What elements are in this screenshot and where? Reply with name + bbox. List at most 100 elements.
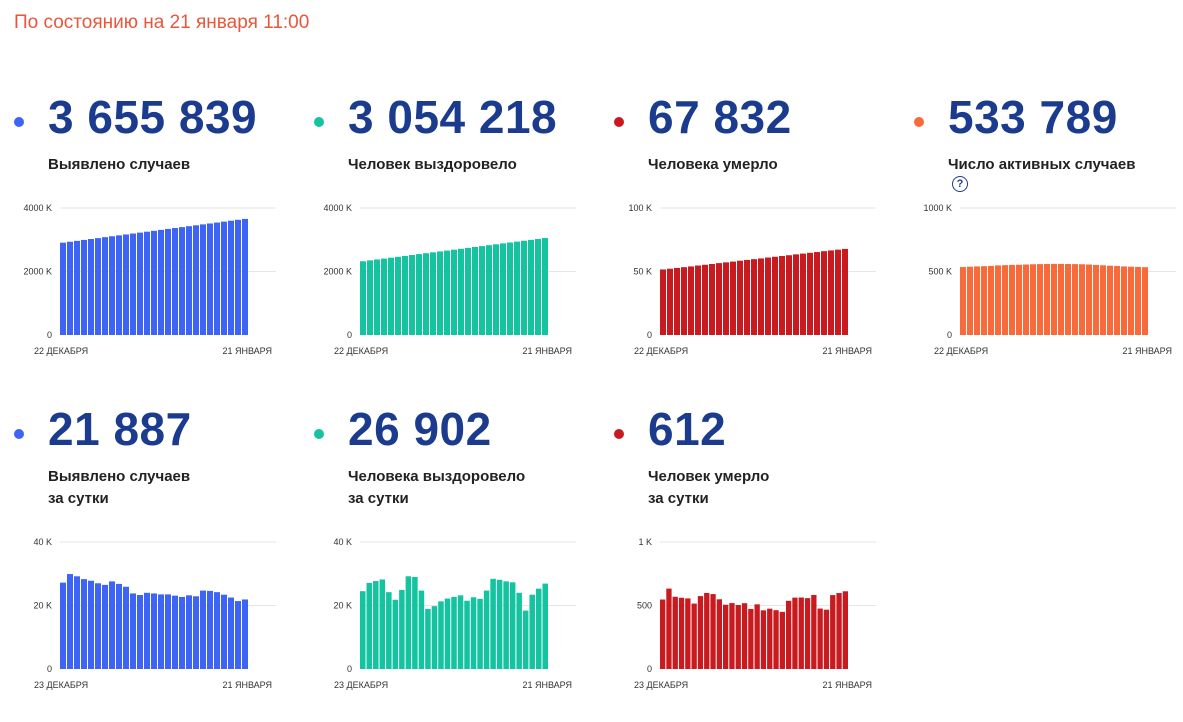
x-label-end: 21 ЯНВАРЯ — [1122, 346, 1172, 356]
bar — [974, 266, 980, 335]
x-label-start: 22 ДЕКАБРЯ — [34, 346, 88, 356]
bar — [242, 599, 248, 669]
stat-label: Человека умерло — [648, 156, 778, 173]
bar — [60, 582, 66, 669]
bar — [109, 581, 115, 669]
x-label-start: 22 ДЕКАБРЯ — [634, 346, 688, 356]
bar — [81, 579, 87, 669]
bar — [767, 608, 773, 669]
bar — [1135, 266, 1141, 335]
bar — [529, 594, 535, 669]
bar — [88, 580, 94, 669]
bar — [130, 233, 136, 335]
stat-card-deaths: 67 832 Человека умерло 100 K 50 K 0 22 ДЕКА… — [614, 90, 894, 410]
legend-dot — [314, 117, 324, 127]
bar — [137, 232, 143, 335]
bar — [95, 583, 101, 669]
bar — [842, 591, 848, 669]
bar — [438, 601, 444, 669]
bar — [74, 576, 80, 669]
bar — [688, 266, 694, 335]
bar — [144, 592, 150, 669]
bar — [773, 610, 779, 669]
stat-card-recovered: 3 054 218 Человек выздоровело 4000 K 2000… — [314, 90, 594, 410]
bar — [430, 252, 436, 335]
bar — [137, 595, 143, 669]
bar — [431, 606, 438, 669]
bar — [221, 221, 227, 335]
y-tick-label: 4000 K — [323, 203, 352, 213]
bar — [793, 254, 799, 335]
legend-dot — [614, 117, 624, 127]
bar — [967, 266, 973, 335]
y-tick-label: 0 — [647, 664, 652, 674]
bar — [399, 589, 405, 669]
bar — [367, 260, 373, 335]
y-tick-label: 500 K — [928, 267, 952, 277]
bar — [130, 593, 136, 669]
bar — [193, 596, 199, 669]
bar-chart: 4000 K 2000 K 0 22 ДЕКАБРЯ 21 ЯНВАРЯ — [23, 203, 276, 356]
bar — [425, 608, 431, 669]
bar — [1072, 264, 1078, 335]
bar — [116, 235, 122, 335]
y-tick-label: 1000 K — [923, 203, 952, 213]
stat-value: 612 — [648, 403, 727, 455]
bar — [95, 238, 101, 335]
bar — [660, 269, 666, 335]
bar — [674, 267, 680, 335]
stat-value: 533 789 — [948, 91, 1118, 143]
bar — [1037, 264, 1043, 335]
bar — [811, 594, 817, 669]
y-tick-label: 0 — [347, 664, 352, 674]
y-tick-label: 0 — [647, 330, 652, 340]
bar — [779, 611, 785, 669]
x-label-end: 21 ЯНВАРЯ — [822, 680, 872, 690]
bar — [172, 595, 178, 669]
bar — [158, 229, 164, 335]
bar — [1023, 264, 1029, 335]
bar — [200, 590, 206, 669]
bar-chart: 40 K 20 K 0 23 ДЕКАБРЯ 21 ЯНВАРЯ — [333, 537, 576, 690]
bar — [1114, 266, 1120, 335]
help-icon[interactable]: ? — [952, 176, 968, 192]
bar — [493, 244, 499, 335]
bar — [465, 247, 471, 335]
bar — [1002, 265, 1008, 335]
bar-chart: 4000 K 2000 K 0 22 ДЕКАБРЯ 21 ЯНВАРЯ — [323, 203, 576, 356]
bar — [373, 581, 379, 669]
bar — [395, 256, 401, 335]
bar — [360, 591, 366, 669]
bar — [741, 603, 748, 669]
bar — [158, 594, 164, 669]
bar — [709, 264, 715, 335]
bar — [186, 595, 192, 669]
bar — [804, 598, 811, 669]
bar — [754, 604, 760, 669]
bar — [388, 257, 394, 335]
x-label-end: 21 ЯНВАРЯ — [522, 346, 572, 356]
bar — [392, 599, 399, 669]
x-label-end: 21 ЯНВАРЯ — [222, 346, 272, 356]
bar — [758, 258, 764, 335]
bar — [418, 590, 425, 669]
bar — [748, 608, 754, 669]
bar — [179, 596, 185, 669]
bar — [381, 258, 387, 335]
stat-card-daily-deaths: 612 Человек умерло за сутки 1 K 500 0 23 ДЕК… — [614, 402, 894, 722]
stat-label: Выявлено случаев — [48, 156, 191, 173]
y-tick-label: 100 K — [628, 203, 652, 213]
bar — [695, 265, 701, 335]
stat-label: Выявлено случаев за сутки — [48, 468, 191, 507]
bar — [823, 609, 830, 669]
bar-chart: 40 K 20 K 0 23 ДЕКАБРЯ 21 ЯНВАРЯ — [33, 537, 276, 690]
bar — [1142, 267, 1148, 335]
bar — [479, 246, 485, 335]
x-label-start: 22 ДЕКАБРЯ — [934, 346, 988, 356]
bar — [451, 249, 457, 335]
bar — [151, 593, 157, 669]
bar — [716, 263, 722, 335]
bar — [729, 603, 735, 669]
bar — [67, 574, 73, 669]
bar — [514, 241, 520, 335]
